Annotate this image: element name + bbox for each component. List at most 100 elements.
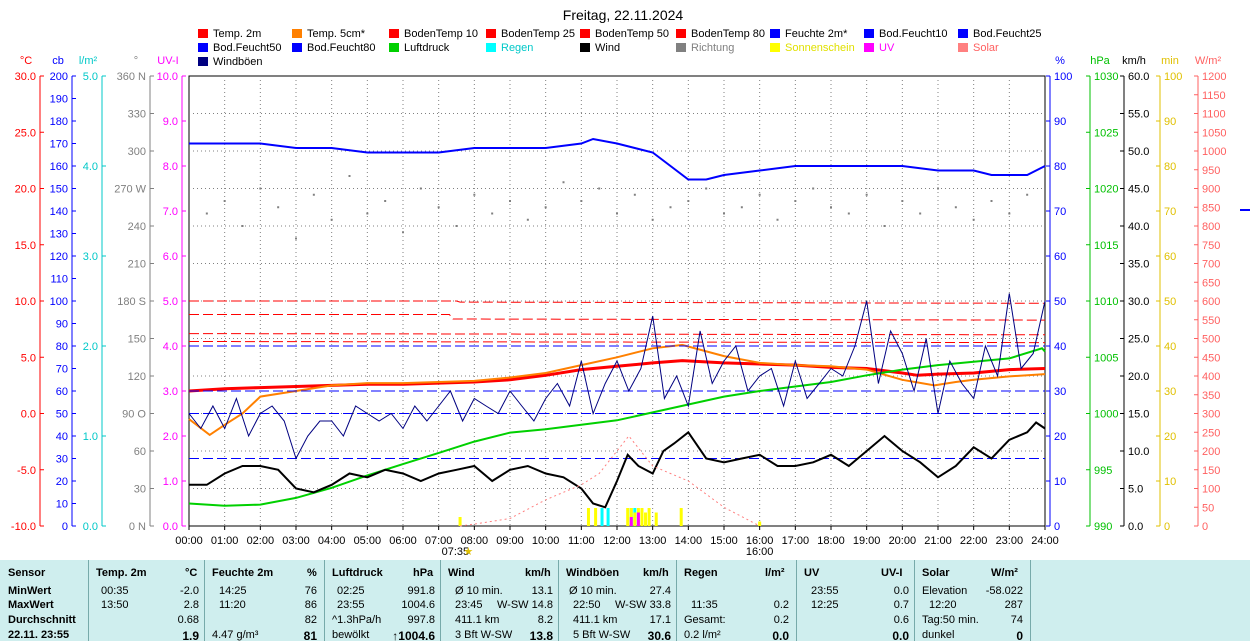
summary-regen-max-time: 11:35 bbox=[691, 599, 718, 611]
left-axis-tick-label: 360 N bbox=[117, 71, 146, 83]
summary-spacer bbox=[1030, 560, 1250, 641]
x-tick-label: 01:00 bbox=[211, 535, 239, 547]
right-axis-tick-label: 80 bbox=[1164, 161, 1176, 173]
legend-label-2: BodenTemp 10 bbox=[404, 28, 478, 40]
right-axis-tick-label: 55.0 bbox=[1128, 109, 1149, 121]
summary-uv-min-time: 23:55 bbox=[811, 585, 839, 597]
sunrise-label: 07:35 bbox=[442, 546, 470, 558]
legend-swatch bbox=[292, 43, 302, 52]
right-axis-tick-label: 25.0 bbox=[1128, 334, 1149, 346]
summary-temp-avg: 0.68 bbox=[177, 614, 199, 626]
summary-luftdruck-max-time: 23:55 bbox=[337, 599, 365, 611]
sunset-label: 16:00 bbox=[746, 546, 774, 558]
x-tick-label: 03:00 bbox=[282, 535, 310, 547]
series-richtung-point bbox=[473, 193, 476, 196]
left-axis-tick-label: 3.0 bbox=[83, 251, 98, 263]
legend-swatch bbox=[292, 29, 302, 38]
right-axis-tick-label: 300 bbox=[1202, 409, 1220, 421]
left-axis-tick-label: 6.0 bbox=[163, 251, 178, 263]
right-axis-tick-label: 50 bbox=[1164, 296, 1176, 308]
summary-solar-title: Solar bbox=[922, 567, 950, 579]
right-axis-tick-label: 1020 bbox=[1094, 184, 1118, 196]
summary-boeen-distance: 411.1 km bbox=[573, 614, 618, 626]
legend-swatch bbox=[486, 29, 496, 38]
left-axis-tick-label: 25.0 bbox=[15, 127, 36, 139]
legend-swatch bbox=[770, 29, 780, 38]
summary-wind-avg10: 13.1 bbox=[531, 585, 553, 597]
right-axis-tick-label: 50 bbox=[1202, 502, 1214, 514]
right-axis-tick-label: 100 bbox=[1054, 71, 1072, 83]
x-tick-label: 05:00 bbox=[354, 535, 382, 547]
legend-swatch bbox=[198, 57, 208, 66]
right-axis-tick-label: 20.0 bbox=[1128, 371, 1149, 383]
right-axis-tick-label: 30 bbox=[1054, 386, 1066, 398]
series-richtung-point bbox=[491, 212, 494, 215]
series-richtung-point bbox=[847, 212, 850, 215]
summary-luftdruck-min-time: 02:25 bbox=[337, 585, 365, 597]
x-tick-label: 02:00 bbox=[247, 535, 275, 547]
weather-chart: Freitag, 22.11.2024 Temp. 2m Temp. 5cm* Bod… bbox=[11, 7, 1250, 558]
legend-swatch bbox=[198, 43, 208, 52]
right-axis-tick-label: 40 bbox=[1164, 341, 1176, 353]
right-axis-tick-label: 20 bbox=[1164, 431, 1176, 443]
summary-wind-avg: 8.2 bbox=[537, 614, 553, 626]
series-richtung-point bbox=[455, 225, 458, 227]
right-axis-tick-label: 200 bbox=[1202, 446, 1220, 458]
summary-feuchte-max-time: 11:20 bbox=[219, 599, 246, 611]
right-axis-tick-label: 150 bbox=[1202, 465, 1220, 477]
x-tick-label: 23:00 bbox=[996, 535, 1024, 547]
left-axis-tick-label: 110 bbox=[50, 274, 68, 286]
series-sonnenschein-bar bbox=[626, 508, 630, 526]
left-axis-tick-label: 1.0 bbox=[83, 431, 98, 443]
left-axis-tick-label: 20 bbox=[56, 476, 68, 488]
summary-wind-bft: 3 Bft W-SW bbox=[455, 629, 513, 641]
legend-swatch bbox=[770, 43, 780, 52]
left-axis-tick-label: 30.0 bbox=[15, 71, 36, 83]
summary-boeen-avg-label: Ø 10 min. bbox=[569, 585, 617, 597]
left-axis-tick-label: 40 bbox=[56, 431, 68, 443]
summary-boeen-col: Windböen km/h Ø 10 min. 27.4 22:50 W-SW … bbox=[558, 560, 677, 641]
series-sonnenschein-bar bbox=[458, 517, 462, 526]
left-axis-tick-label: 90 bbox=[56, 319, 68, 331]
right-axis-tick-label: 10 bbox=[1164, 476, 1176, 488]
left-axis-tick-label: 140 bbox=[50, 206, 68, 218]
right-axis-unit: hPa bbox=[1090, 55, 1110, 67]
right-axis-tick-label: 15.0 bbox=[1128, 409, 1149, 421]
left-axis-tick-label: 5.0 bbox=[21, 352, 36, 364]
right-axis-tick-label: 650 bbox=[1202, 277, 1220, 289]
series-richtung-point bbox=[544, 206, 547, 209]
legend-label-5: BodenTemp 80 bbox=[691, 28, 765, 40]
right-axis-tick-label: 50.0 bbox=[1128, 146, 1149, 158]
x-tick-label: 20:00 bbox=[889, 535, 917, 547]
left-axis-tick-label: 0 bbox=[62, 521, 68, 533]
summary-boeen-avg10: 27.4 bbox=[649, 585, 671, 597]
series-richtung-point bbox=[937, 187, 939, 190]
summary-wind-title: Wind bbox=[448, 567, 475, 579]
left-axis-tick-label: 120 bbox=[50, 251, 68, 263]
series-richtung-point bbox=[330, 218, 333, 221]
summary-feuchte-title: Feuchte 2m bbox=[212, 567, 274, 579]
right-axis-tick-label: 100 bbox=[1202, 484, 1220, 496]
series-richtung-point bbox=[740, 206, 743, 209]
right-axis-tick-label: 500 bbox=[1202, 334, 1220, 346]
series-richtung-point bbox=[633, 193, 636, 196]
summary-wind-avg-label: Ø 10 min. bbox=[455, 585, 503, 597]
right-axis-unit: W/m² bbox=[1195, 55, 1222, 67]
left-axis-tick-label: 160 bbox=[50, 161, 68, 173]
summary-luftdruck-trend: ^1.3hPa/h bbox=[332, 614, 382, 626]
left-axis-tick-label: 2.0 bbox=[83, 341, 98, 353]
right-axis-tick-label: 30.0 bbox=[1128, 296, 1149, 308]
right-axis-tick-label: 90 bbox=[1164, 116, 1176, 128]
right-axis-tick-label: 1010 bbox=[1094, 296, 1118, 308]
series-sonnenschein-bar bbox=[679, 508, 683, 526]
x-tick-label: 16:00 bbox=[746, 535, 774, 547]
x-tick-label: 17:00 bbox=[782, 535, 810, 547]
right-axis-tick-label: 750 bbox=[1202, 240, 1220, 252]
series-richtung-point bbox=[277, 206, 280, 209]
series-richtung-point bbox=[669, 206, 672, 209]
series-richtung-point bbox=[972, 218, 975, 221]
summary-row-max: MaxWert bbox=[8, 599, 54, 611]
summary-luftdruck-max: 1004.6 bbox=[401, 599, 435, 611]
summary-luftdruck-col: Luftdruck hPa 02:25 991.8 23:55 1004.6 ^… bbox=[324, 560, 441, 641]
summary-feuchte-abs: 4.47 g/m³ bbox=[212, 629, 259, 641]
